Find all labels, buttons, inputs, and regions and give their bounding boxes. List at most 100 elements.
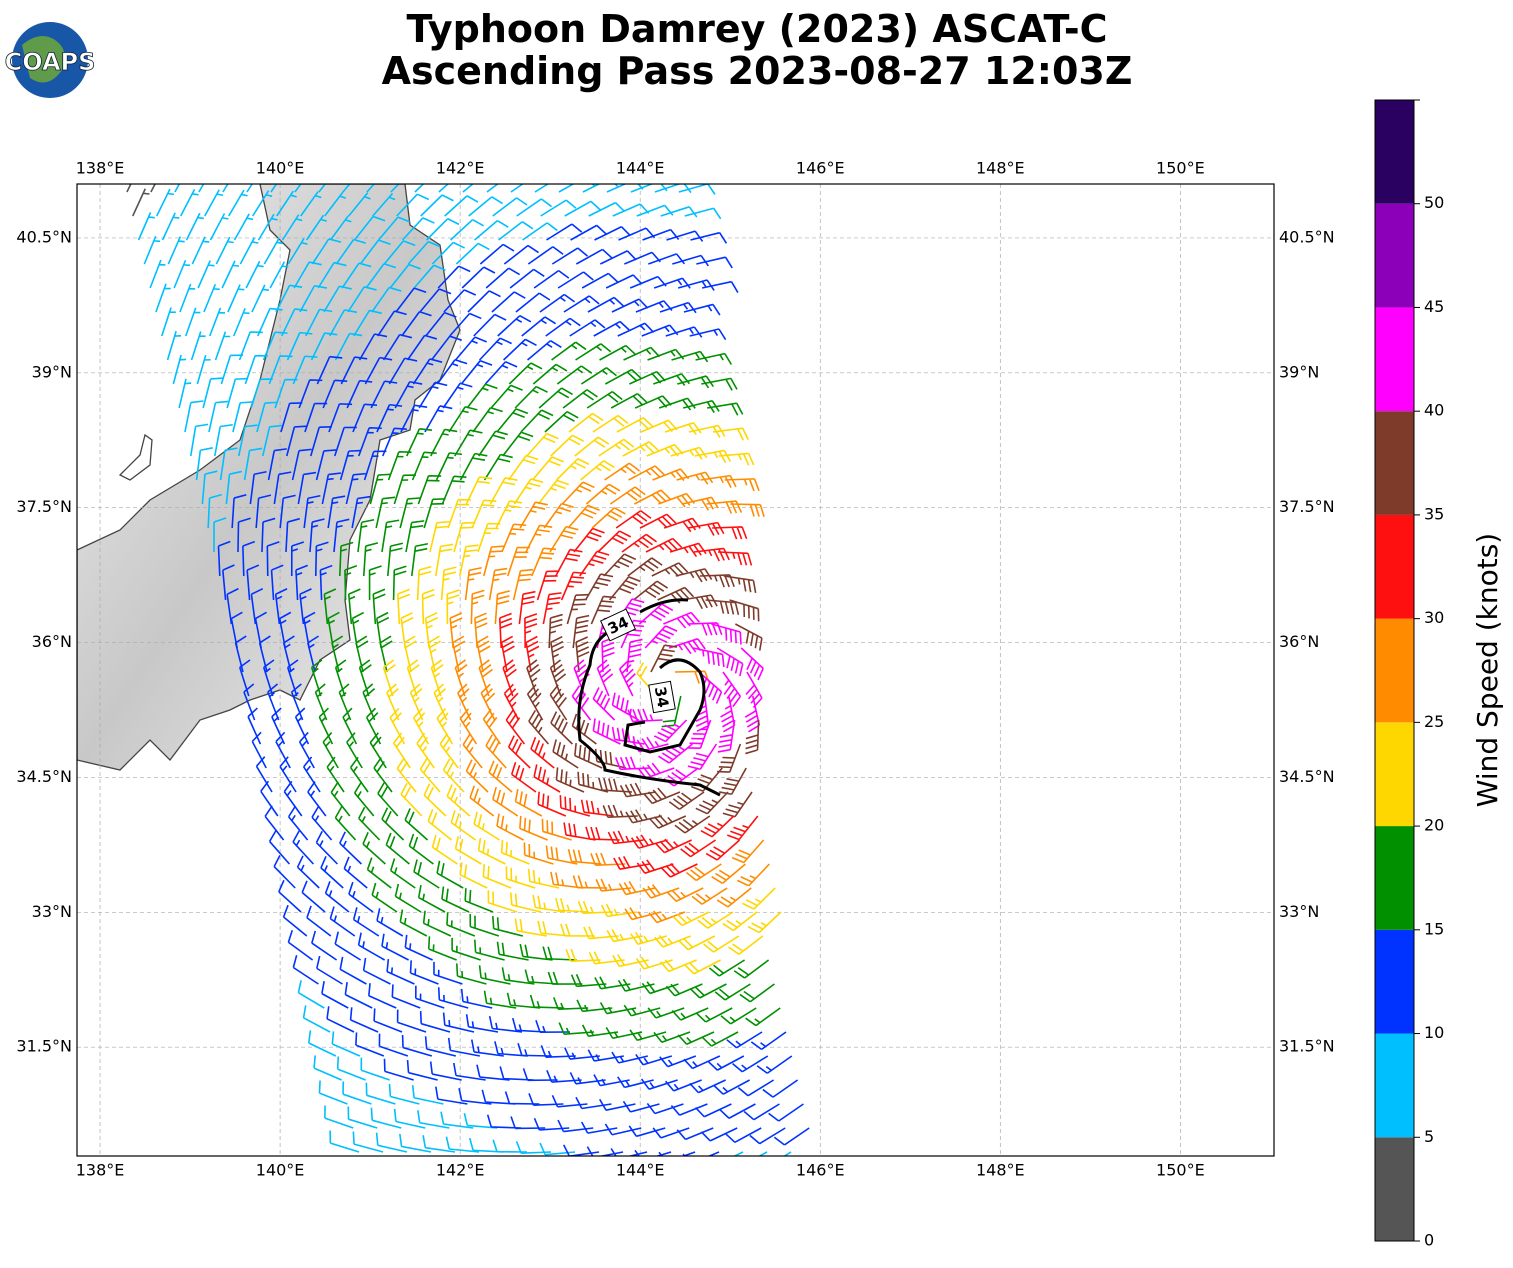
wind-barb: [659, 1055, 697, 1068]
wind-barb: [268, 830, 291, 865]
wind-barb: [501, 523, 527, 553]
wind-barb: [740, 647, 764, 681]
wind-barb: [497, 314, 532, 337]
wind-barb: [419, 757, 441, 793]
lon-label: 142°E: [436, 1161, 485, 1180]
wind-barb: [623, 1004, 661, 1017]
wind-barb: [571, 713, 597, 745]
wind-barb: [238, 659, 251, 697]
wind-barb: [375, 1132, 408, 1153]
wind-barb: [369, 473, 391, 505]
wind-barb: [329, 215, 352, 241]
colorbar-segment: [1375, 722, 1414, 827]
wind-barb: [768, 1103, 804, 1122]
wind-barb: [373, 1008, 403, 1033]
wind-barb: [762, 1079, 799, 1098]
wind-barb: [691, 887, 728, 905]
wind-barb: [608, 576, 641, 601]
colorbar-segment: [1375, 1033, 1414, 1138]
map-area: 34 34: [77, 184, 1274, 1156]
wind-barb: [492, 197, 528, 217]
wind-barb: [334, 659, 347, 697]
wind-barb: [687, 743, 718, 771]
wind-barb: [270, 564, 284, 601]
wind-barb: [355, 635, 369, 673]
wind-barb: [282, 904, 308, 937]
wind-barb: [552, 739, 579, 769]
wind-barb: [481, 1089, 516, 1105]
wind-barb: [735, 623, 763, 651]
wind-barbs: [126, 184, 810, 1156]
wind-barb: [551, 341, 587, 361]
wind-barb: [282, 635, 295, 673]
wind-barb: [373, 757, 393, 793]
wind-barb: [555, 458, 590, 481]
lon-label: 138°E: [76, 1161, 125, 1180]
wind-barb: [132, 188, 150, 217]
wind-barb: [701, 377, 738, 391]
wind-barb: [335, 238, 366, 265]
wind-barb: [251, 731, 267, 769]
wind-barb: [281, 308, 308, 337]
wind-barb: [324, 1105, 354, 1129]
logo: COAPS: [4, 22, 96, 98]
lon-label: 150°E: [1156, 159, 1205, 178]
wind-barb: [615, 510, 652, 529]
contour-34: [623, 658, 706, 754]
wind-barb: [499, 1066, 534, 1081]
wind-barb: [653, 1031, 691, 1044]
wind-barb: [510, 1116, 546, 1130]
wind-barb: [590, 595, 616, 625]
wind-barb: [736, 863, 770, 887]
wind-barb: [484, 361, 518, 385]
wind-barb: [547, 971, 583, 985]
wind-barb: [349, 756, 369, 793]
lat-label: 40.5°N: [16, 227, 72, 246]
wind-barb: [653, 277, 691, 289]
wind-barb: [666, 230, 704, 242]
wind-barb: [537, 791, 567, 817]
wind-barb: [243, 447, 263, 481]
wind-barb: [535, 1019, 571, 1034]
wind-barb: [274, 588, 288, 625]
wind-barb: [257, 307, 283, 337]
wind-barb: [416, 732, 435, 769]
wind-barb: [331, 1031, 361, 1057]
lon-label: 148°E: [976, 159, 1025, 178]
wind-barb: [510, 184, 525, 193]
colorbar-tick-label: 35: [1424, 504, 1444, 523]
wind-barb: [386, 958, 415, 985]
wind-barb: [588, 951, 625, 965]
wind-barb: [722, 911, 758, 932]
wind-barb: [161, 212, 180, 241]
lat-label: 31.5°N: [16, 1037, 72, 1056]
wind-barb: [237, 517, 251, 553]
wind-barb: [750, 1031, 787, 1051]
wind-barb: [624, 907, 662, 921]
wind-barb: [228, 189, 248, 217]
wind-barb: [368, 565, 382, 601]
wind-barb: [559, 795, 591, 817]
wind-barb: [549, 525, 579, 553]
wind-barb: [576, 999, 613, 1013]
wind-barb: [726, 815, 759, 841]
wind-barb: [756, 1055, 793, 1074]
wind-barb: [652, 1127, 690, 1139]
wind-barb: [403, 635, 417, 673]
wind-barb: [462, 733, 483, 769]
wind-barb: [539, 293, 576, 313]
wind-barb: [334, 931, 362, 961]
wind-barb: [515, 1141, 552, 1154]
wind-barb: [500, 635, 515, 673]
wind-barb: [689, 328, 727, 341]
wind-barb: [447, 498, 471, 529]
wind-barb: [687, 719, 712, 750]
wind-barb: [483, 990, 517, 1009]
wind-barb: [366, 184, 376, 193]
wind-barb: [247, 707, 262, 745]
wind-barb: [387, 451, 412, 481]
wind-barb: [366, 857, 392, 889]
wind-barb: [533, 764, 561, 793]
wind-barb: [525, 524, 553, 553]
wind-barb: [655, 838, 692, 854]
